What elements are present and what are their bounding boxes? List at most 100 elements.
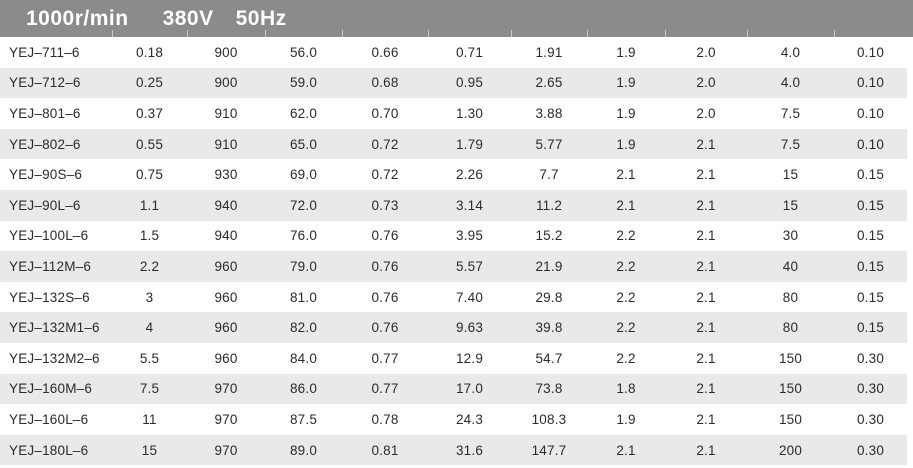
value-cell: 11 (112, 404, 187, 435)
value-cell: 0.76 (342, 251, 428, 282)
value-cell: 2.2 (112, 251, 187, 282)
table-row: YEJ–160L–6 11 970 87.5 0.78 24.3 108.3 1.9 2.1 15… (0, 404, 907, 435)
value-cell: 11.2 (511, 189, 587, 221)
value-cell: 7.40 (428, 281, 511, 313)
value-cell: 84.0 (265, 342, 342, 374)
value-cell: 150 (747, 342, 834, 374)
value-cell: 2.1 (665, 373, 747, 405)
value-cell: 0.95 (428, 67, 511, 99)
value-cell: 900 (187, 37, 265, 68)
value-cell: 5.77 (511, 128, 587, 160)
value-cell: 62.0 (265, 98, 342, 129)
value-cell: 81.0 (265, 281, 342, 313)
value-cell: 72.0 (265, 189, 342, 221)
value-cell: 7.5 (747, 128, 834, 160)
value-cell: 2.1 (587, 434, 665, 466)
value-cell: 0.66 (342, 37, 428, 68)
value-cell: 4.0 (747, 37, 834, 68)
value-cell: 56.0 (265, 37, 342, 68)
value-cell: 150 (747, 404, 834, 435)
value-cell: 2.26 (428, 159, 511, 190)
value-cell: 0.30 (834, 373, 907, 405)
value-cell: 3.88 (511, 98, 587, 129)
value-cell: 15 (112, 434, 187, 466)
value-cell: 54.7 (511, 342, 587, 374)
value-cell: 0.71 (428, 37, 511, 68)
column-separator-tick (665, 30, 666, 37)
value-cell: 80 (747, 312, 834, 343)
table-row: YEJ–132M1–6 4 960 82.0 0.76 9.63 39.8 2.2 2.1 80 0… (0, 312, 907, 343)
table-row: YEJ–132S–6 3 960 81.0 0.76 7.40 29.8 2.2 2.1 80 0.… (0, 281, 907, 313)
value-cell: 1.30 (428, 98, 511, 129)
value-cell: 2.2 (587, 251, 665, 282)
value-cell: 73.8 (511, 373, 587, 405)
column-separator-tick (342, 30, 343, 37)
column-separator-ticks (0, 30, 913, 37)
value-cell: 0.73 (342, 189, 428, 221)
value-cell: 0.77 (342, 342, 428, 374)
value-cell: 0.15 (834, 189, 907, 221)
value-cell: 89.0 (265, 434, 342, 466)
value-cell: 0.10 (834, 98, 907, 129)
value-cell: 1.8 (587, 373, 665, 405)
value-cell: 0.81 (342, 434, 428, 466)
value-cell: 2.1 (665, 128, 747, 160)
value-cell: 0.78 (342, 404, 428, 435)
value-cell: 2.1 (587, 159, 665, 190)
value-cell: 0.10 (834, 67, 907, 99)
value-cell: 5.57 (428, 251, 511, 282)
value-cell: 108.3 (511, 404, 587, 435)
value-cell: 0.30 (834, 404, 907, 435)
table-row: YEJ–132M2–6 5.5 960 84.0 0.77 12.9 54.7 2.2 2.1 1… (0, 342, 907, 374)
value-cell: 2.1 (665, 434, 747, 466)
table-row: YEJ–801–6 0.37 910 62.0 0.70 1.30 3.88 1.9 2.0 7.… (0, 98, 907, 129)
value-cell: 21.9 (511, 251, 587, 282)
value-cell: 0.76 (342, 312, 428, 343)
value-cell: 1.91 (511, 37, 587, 68)
value-cell: 1.9 (587, 37, 665, 68)
table-title-bar: 1000r/min 380V 50Hz (0, 0, 913, 37)
value-cell: 940 (187, 220, 265, 252)
column-separator-tick (834, 30, 835, 37)
value-cell: 17.0 (428, 373, 511, 405)
model-cell: YEJ–132S–6 (0, 281, 112, 313)
value-cell: 3.14 (428, 189, 511, 221)
model-cell: YEJ–160M–6 (0, 373, 112, 405)
title-voltage: 380V (162, 6, 214, 30)
value-cell: 970 (187, 434, 265, 466)
value-cell: 7.5 (112, 373, 187, 405)
value-cell: 970 (187, 404, 265, 435)
value-cell: 87.5 (265, 404, 342, 435)
value-cell: 2.65 (511, 67, 587, 99)
value-cell: 960 (187, 251, 265, 282)
value-cell: 2.2 (587, 220, 665, 252)
value-cell: 31.6 (428, 434, 511, 466)
value-cell: 7.7 (511, 159, 587, 190)
value-cell: 1.9 (587, 67, 665, 99)
value-cell: 69.0 (265, 159, 342, 190)
value-cell: 15 (747, 189, 834, 221)
model-cell: YEJ–180L–6 (0, 434, 112, 466)
value-cell: 0.15 (834, 312, 907, 343)
column-separator-tick (187, 30, 188, 37)
value-cell: 1.9 (587, 404, 665, 435)
value-cell: 2.0 (665, 67, 747, 99)
value-cell: 2.2 (587, 312, 665, 343)
table-row: YEJ–711–6 0.18 900 56.0 0.66 0.71 1.91 1.9 2.0 4.… (0, 37, 907, 68)
table-row: YEJ–100L–6 1.5 940 76.0 0.76 3.95 15.2 2.2 2.1 30… (0, 220, 907, 252)
value-cell: 2.0 (665, 37, 747, 68)
value-cell: 2.1 (665, 312, 747, 343)
value-cell: 39.8 (511, 312, 587, 343)
value-cell: 910 (187, 98, 265, 129)
value-cell: 200 (747, 434, 834, 466)
value-cell: 150 (747, 373, 834, 405)
value-cell: 0.37 (112, 98, 187, 129)
table-row: YEJ–802–6 0.55 910 65.0 0.72 1.79 5.77 1.9 2.1 7.… (0, 128, 907, 160)
model-cell: YEJ–160L–6 (0, 404, 112, 435)
value-cell: 3 (112, 281, 187, 313)
value-cell: 2.1 (665, 251, 747, 282)
value-cell: 24.3 (428, 404, 511, 435)
value-cell: 76.0 (265, 220, 342, 252)
value-cell: 2.1 (587, 189, 665, 221)
